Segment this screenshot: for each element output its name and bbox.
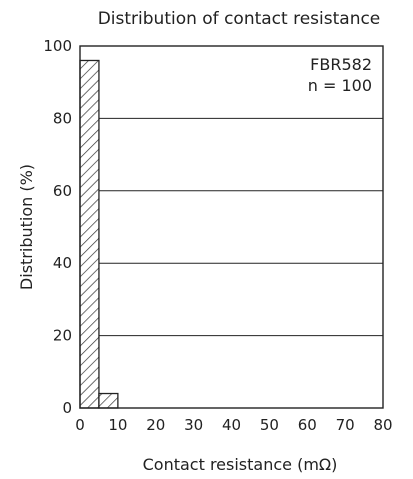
x-tick-label-30: 30 — [184, 416, 203, 434]
y-tick-label-0: 0 — [62, 399, 72, 417]
plot-frame — [79, 45, 384, 409]
annotation-sample-size: n = 100 — [308, 76, 372, 95]
annotation-model: FBR582 — [310, 55, 372, 74]
bar-1 — [98, 392, 119, 409]
x-axis-label: Contact resistance (mΩ) — [143, 455, 338, 474]
x-tick-label-70: 70 — [336, 416, 355, 434]
y-tick-labels: 0 20 40 60 80 100 — [43, 37, 72, 417]
y-axis-label: Distribution (%) — [17, 164, 36, 290]
x-tick-label-10: 10 — [108, 416, 127, 434]
y-tick-label-60: 60 — [53, 182, 72, 200]
x-tick-label-50: 50 — [260, 416, 279, 434]
y-tick-label-80: 80 — [53, 109, 72, 127]
chart-title: Distribution of contact resistance — [98, 9, 381, 29]
x-tick-label-0: 0 — [75, 416, 85, 434]
y-tick-label-20: 20 — [53, 327, 72, 345]
y-tick-label-40: 40 — [53, 254, 72, 272]
gridlines — [80, 117, 383, 337]
x-tick-labels: 0 10 20 30 40 50 60 70 80 — [75, 416, 392, 434]
y-tick-label-100: 100 — [43, 37, 72, 55]
bar-0 — [79, 59, 100, 409]
x-tick-label-60: 60 — [298, 416, 317, 434]
bars — [79, 59, 119, 409]
x-tick-label-20: 20 — [146, 416, 165, 434]
x-tick-label-40: 40 — [222, 416, 241, 434]
x-tick-label-80: 80 — [373, 416, 392, 434]
